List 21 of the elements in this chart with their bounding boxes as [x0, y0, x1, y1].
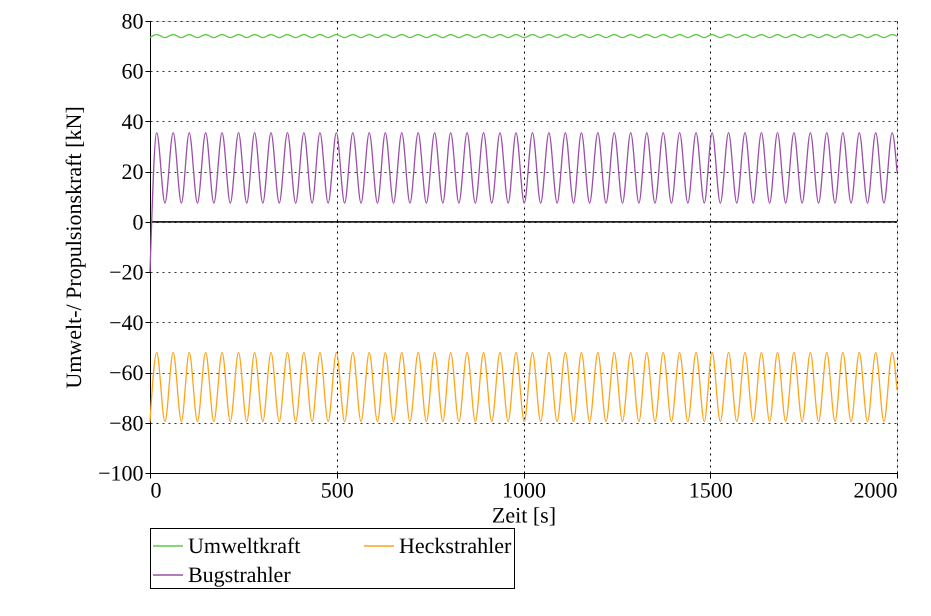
- y-tick-label: −100: [98, 460, 144, 486]
- y-tick-label: 20: [122, 159, 144, 184]
- y-tick-label: 0: [132, 209, 144, 234]
- y-tick-label: −40: [109, 310, 144, 335]
- x-tick-label: 0: [150, 478, 162, 502]
- legend-label: Heckstrahler: [399, 533, 512, 558]
- x-tick-label: 1000: [502, 478, 546, 502]
- y-tick-label: −80: [109, 410, 144, 436]
- line-series: [149, 132, 898, 273]
- legend-label: Bugstrahler: [188, 562, 292, 587]
- x-axis-title: Zeit [s]: [492, 502, 556, 528]
- legend-label: Umweltkraft: [188, 533, 300, 558]
- y-axis-title: Umwelt-/ Propulsionskraft [kN]: [61, 106, 86, 389]
- y-tick-label: −60: [109, 360, 144, 386]
- x-tick-label: 2000: [854, 478, 898, 502]
- y-tick-label: 60: [122, 58, 144, 84]
- y-tick-label: −20: [109, 260, 144, 285]
- y-tick-label: 80: [122, 8, 144, 34]
- x-tick-label: 500: [320, 478, 354, 502]
- y-tick-label: 40: [122, 108, 144, 134]
- x-tick-label: 1500: [688, 478, 733, 502]
